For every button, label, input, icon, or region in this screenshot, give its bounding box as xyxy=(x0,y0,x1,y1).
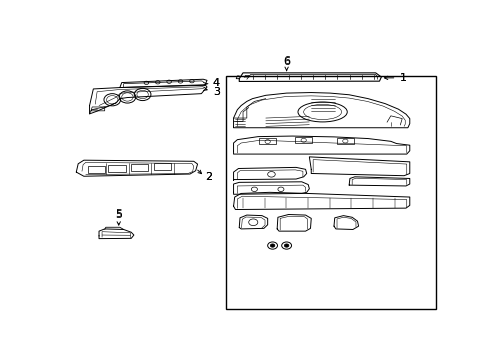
Text: 6: 6 xyxy=(283,57,289,67)
Text: 5: 5 xyxy=(115,210,122,220)
Circle shape xyxy=(284,244,288,247)
Bar xyxy=(225,76,435,309)
Bar xyxy=(295,137,311,143)
Bar xyxy=(131,163,148,171)
Text: 4: 4 xyxy=(212,78,220,89)
Bar xyxy=(259,138,275,144)
Bar xyxy=(87,166,104,174)
Text: 1: 1 xyxy=(400,73,407,83)
Bar xyxy=(154,163,171,170)
Text: 3: 3 xyxy=(212,87,219,97)
Text: 2: 2 xyxy=(205,172,212,182)
Bar xyxy=(336,138,353,144)
Text: 1: 1 xyxy=(400,73,407,83)
Text: 4: 4 xyxy=(212,78,220,89)
Text: 6: 6 xyxy=(283,57,289,67)
Bar xyxy=(108,165,125,172)
Text: 2: 2 xyxy=(205,172,212,182)
Circle shape xyxy=(270,244,274,247)
Text: 5: 5 xyxy=(115,209,122,219)
Text: 3: 3 xyxy=(212,87,219,97)
